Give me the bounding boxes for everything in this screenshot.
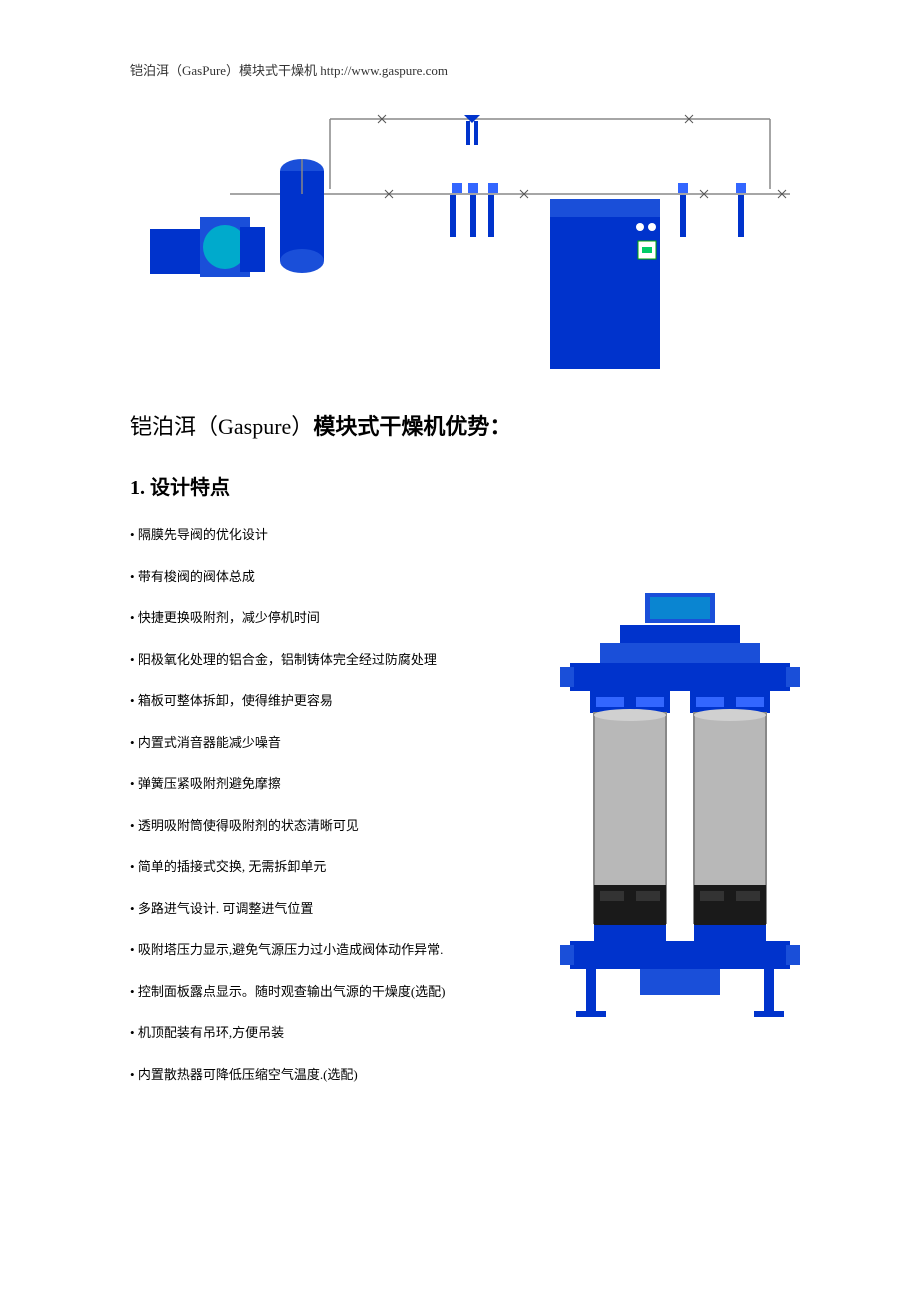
section-heading: 1. 设计特点 [130, 471, 810, 500]
list-item: 阳极氧化处理的铝合金，铝制铸体完全经过防腐处理 [130, 650, 530, 670]
list-item: 控制面板露点显示。随时观查输出气源的干燥度(选配) [130, 982, 530, 1002]
system-schematic-diagram [130, 99, 810, 379]
list-item: 快捷更换吸附剂，减少停机时间 [130, 608, 530, 628]
list-item: 隔膜先导阀的优化设计 [130, 525, 530, 545]
list-item: 带有梭阀的阀体总成 [130, 567, 530, 587]
dryer-cutaway-diagram [550, 525, 810, 1106]
list-item: 内置式消音器能减少噪音 [130, 733, 530, 753]
page-title: 铠泊洱（Gaspure）模块式干燥机优势： [130, 409, 810, 441]
list-item: 箱板可整体拆卸，使得维护更容易 [130, 691, 530, 711]
content-row: 隔膜先导阀的优化设计 带有梭阀的阀体总成 快捷更换吸附剂，减少停机时间 阳极氧化… [130, 525, 810, 1106]
list-item: 内置散热器可降低压缩空气温度.(选配) [130, 1065, 530, 1085]
feature-list: 隔膜先导阀的优化设计 带有梭阀的阀体总成 快捷更换吸附剂，减少停机时间 阳极氧化… [130, 525, 530, 1106]
list-item: 透明吸附筒使得吸附剂的状态清晰可见 [130, 816, 530, 836]
list-item: 机顶配装有吊环,方便吊装 [130, 1023, 530, 1043]
title-bold: 模块式干燥机优势： [313, 414, 511, 439]
list-item: 多路进气设计. 可调整进气位置 [130, 899, 530, 919]
list-item: 弹簧压紧吸附剂避免摩擦 [130, 774, 530, 794]
page-header: 铠泊洱（GasPure）模块式干燥机 http://www.gaspure.co… [130, 60, 810, 79]
list-item: 吸附塔压力显示,避免气源压力过小造成阀体动作异常. [130, 940, 530, 960]
list-item: 简单的插接式交换, 无需拆卸单元 [130, 857, 530, 877]
title-plain: 铠泊洱（Gaspure） [130, 414, 313, 439]
